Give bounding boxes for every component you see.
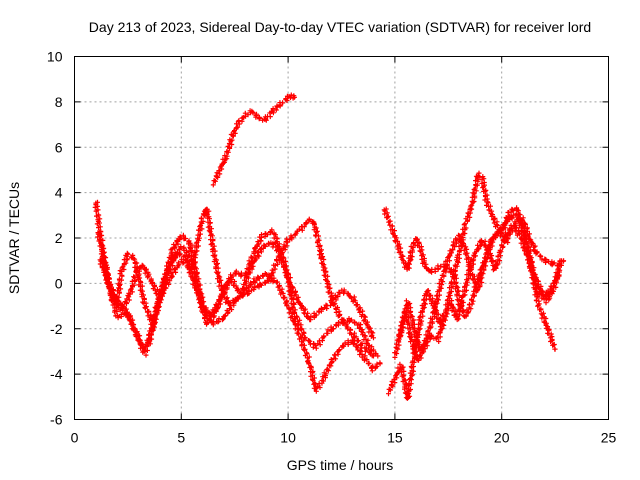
x-tick-label: 15: [387, 430, 403, 446]
series-track-e: [210, 92, 297, 188]
data-markers: [97, 227, 376, 341]
data-markers: [386, 170, 558, 401]
x-tick-label: 20: [494, 430, 510, 446]
series-track-d: [99, 206, 376, 359]
y-tick-label: 0: [55, 275, 63, 291]
series-track-i: [396, 223, 562, 363]
data-markers: [95, 229, 381, 359]
x-tick-label: 5: [177, 430, 185, 446]
data-markers: [396, 223, 562, 363]
x-axis-label: GPS time / hours: [287, 457, 394, 473]
y-tick-label: -6: [50, 412, 63, 428]
x-tick-label: 10: [280, 430, 296, 446]
axis-ticks: 0 5 10 15 20 25 -6 -4 -2 0 2 4 6 8 10: [47, 49, 617, 446]
data-series: [92, 92, 567, 401]
series-track-c: [97, 227, 376, 341]
chart-title: Day 213 of 2023, Sidereal Day-to-day VTE…: [89, 19, 591, 35]
y-tick-label: -2: [50, 321, 63, 337]
y-axis-label: SDTVAR / TECUs: [6, 182, 22, 294]
data-markers: [99, 206, 376, 359]
x-tick-label: 25: [601, 430, 617, 446]
y-tick-label: 6: [55, 139, 63, 155]
x-tick-label: 0: [71, 430, 79, 446]
y-tick-label: 8: [55, 94, 63, 110]
series-track-b: [95, 229, 381, 359]
y-tick-label: -4: [50, 366, 63, 382]
y-tick-label: 10: [47, 49, 63, 65]
data-markers: [210, 92, 297, 188]
y-tick-label: 2: [55, 230, 63, 246]
y-tick-label: 4: [55, 185, 63, 201]
series-track-g: [386, 170, 558, 401]
